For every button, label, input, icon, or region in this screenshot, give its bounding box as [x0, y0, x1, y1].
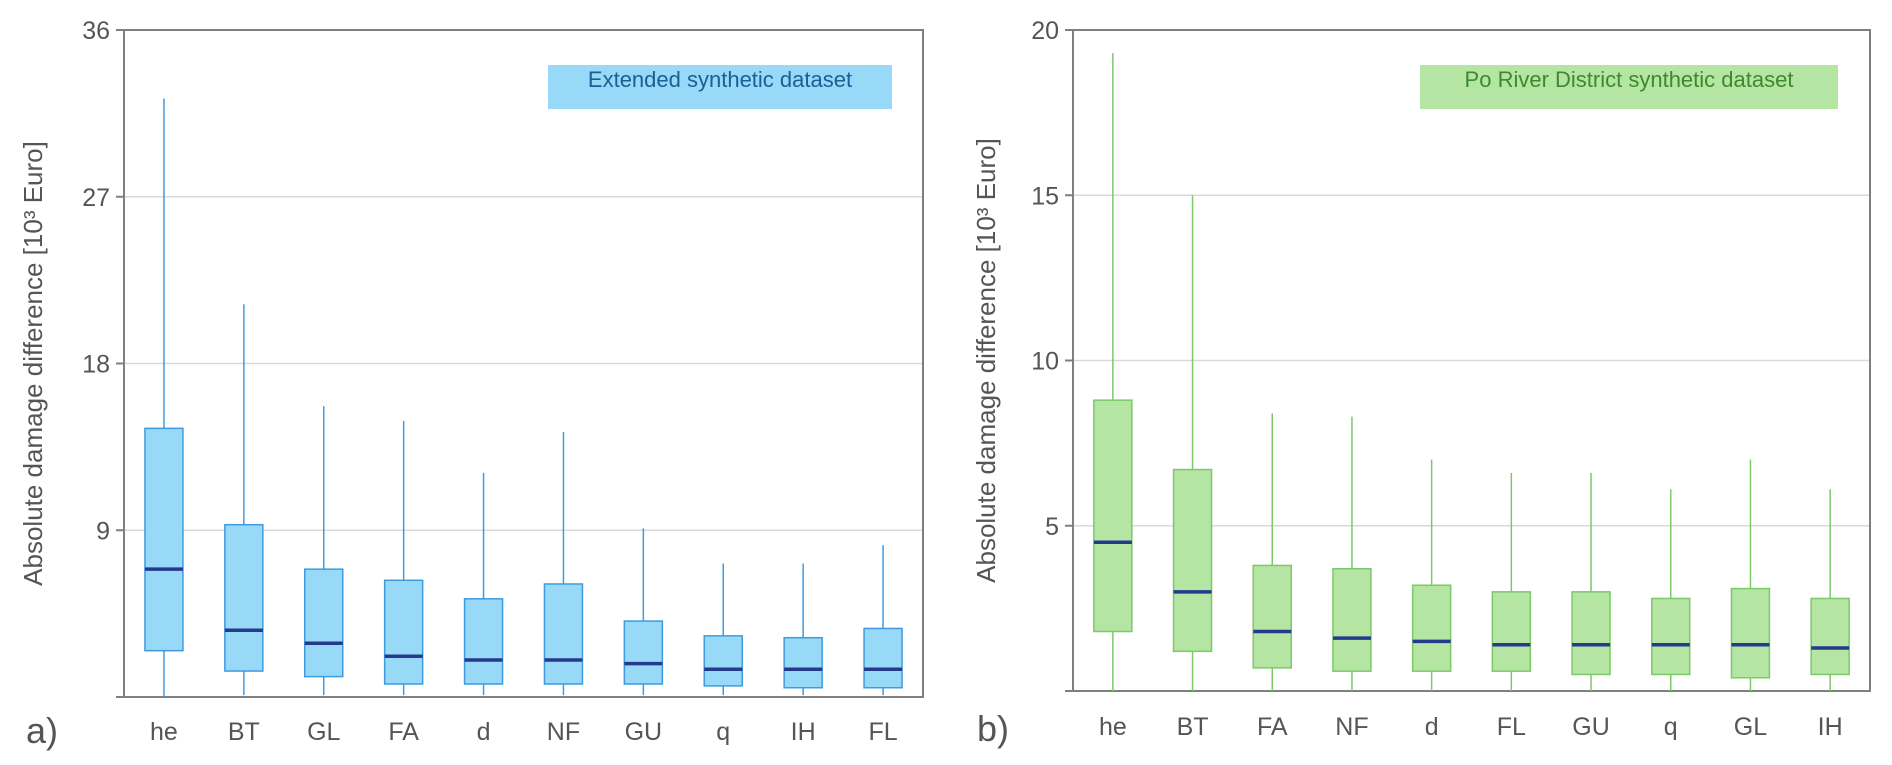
- category-label: IH: [1818, 713, 1843, 741]
- category-label: GU: [1572, 713, 1610, 741]
- iqr-box: [1651, 597, 1691, 676]
- category-label: q: [716, 718, 730, 746]
- category-label: GU: [625, 718, 663, 746]
- category-label: FA: [1257, 713, 1288, 741]
- iqr-box: [863, 627, 903, 689]
- box-GU: GU: [623, 528, 664, 746]
- category-label: he: [1099, 713, 1127, 741]
- legend-label: Po River District synthetic dataset: [1465, 67, 1794, 92]
- y-axis-label: Absolute damage difference [10³ Euro]: [18, 141, 48, 586]
- y-tick-label: 15: [1031, 182, 1059, 210]
- box-FL: FL: [1491, 472, 1532, 741]
- category-label: GL: [1734, 713, 1767, 741]
- category-label: FA: [388, 718, 419, 746]
- category-label: GL: [307, 718, 340, 746]
- legend-swatch: [548, 65, 892, 109]
- category-label: BT: [228, 718, 260, 746]
- iqr-box: [623, 620, 664, 685]
- y-tick-label: 20: [1031, 17, 1059, 45]
- iqr-box: [1730, 587, 1771, 679]
- category-label: q: [1664, 713, 1678, 741]
- iqr-box: [1810, 597, 1850, 676]
- iqr-box: [144, 427, 184, 652]
- iqr-box: [304, 568, 344, 678]
- panel-label: b): [977, 708, 1009, 749]
- box-NF: NF: [1332, 416, 1372, 741]
- box-he: he: [144, 98, 184, 746]
- iqr-box: [783, 636, 823, 689]
- legend-swatch: [1420, 65, 1838, 109]
- y-tick-label: 27: [82, 184, 110, 212]
- iqr-box: [703, 635, 743, 687]
- box-FA: FA: [1252, 413, 1292, 741]
- box-d: d: [1411, 459, 1452, 741]
- y-tick-label: 36: [82, 17, 110, 45]
- box-he: he: [1093, 53, 1133, 741]
- category-label: he: [150, 718, 178, 746]
- box-GU: GU: [1571, 472, 1611, 741]
- chart-panel-1: 9 18 27 36 Absolute damage difference [10³ E…: [18, 17, 924, 751]
- y-axis-label: Absolute damage difference [10³ Euro]: [971, 138, 1001, 583]
- category-label: BT: [1177, 713, 1209, 741]
- iqr-box: [463, 598, 504, 685]
- category-label: d: [1425, 713, 1439, 741]
- y-tick-label: 5: [1045, 513, 1059, 541]
- category-label: FL: [1497, 713, 1526, 741]
- box-d: d: [463, 472, 504, 746]
- chart-panel-2: 5 10 15 20 Absolute damage difference [10³ E…: [971, 17, 1871, 749]
- iqr-box: [224, 523, 264, 672]
- box-FA: FA: [383, 420, 424, 746]
- box-q: q: [1651, 489, 1691, 741]
- iqr-box: [1252, 564, 1292, 669]
- box-BT: BT: [1172, 195, 1213, 741]
- category-label: NF: [1335, 713, 1368, 741]
- iqr-box: [383, 579, 424, 685]
- iqr-box: [1571, 591, 1611, 676]
- box-GL: GL: [304, 406, 344, 746]
- y-tick-label: 9: [96, 517, 110, 545]
- category-label: FL: [868, 718, 897, 746]
- category-label: IH: [791, 718, 816, 746]
- box-BT: BT: [224, 304, 264, 746]
- box-NF: NF: [543, 432, 584, 746]
- box-FL: FL: [863, 545, 903, 746]
- box-GL: GL: [1730, 459, 1771, 741]
- category-label: NF: [547, 718, 580, 746]
- iqr-box: [543, 583, 584, 685]
- iqr-box: [1172, 468, 1213, 653]
- iqr-box: [1093, 399, 1133, 633]
- category-label: d: [477, 718, 491, 746]
- panel-label: a): [26, 710, 58, 751]
- y-tick-label: 18: [82, 351, 110, 379]
- box-IH: IH: [1810, 489, 1850, 741]
- legend-label: Extended synthetic dataset: [588, 67, 852, 92]
- iqr-box: [1332, 567, 1372, 672]
- box-IH: IH: [783, 563, 823, 746]
- box-q: q: [703, 563, 743, 746]
- iqr-box: [1491, 591, 1532, 672]
- y-tick-label: 10: [1031, 348, 1059, 376]
- iqr-box: [1411, 584, 1452, 672]
